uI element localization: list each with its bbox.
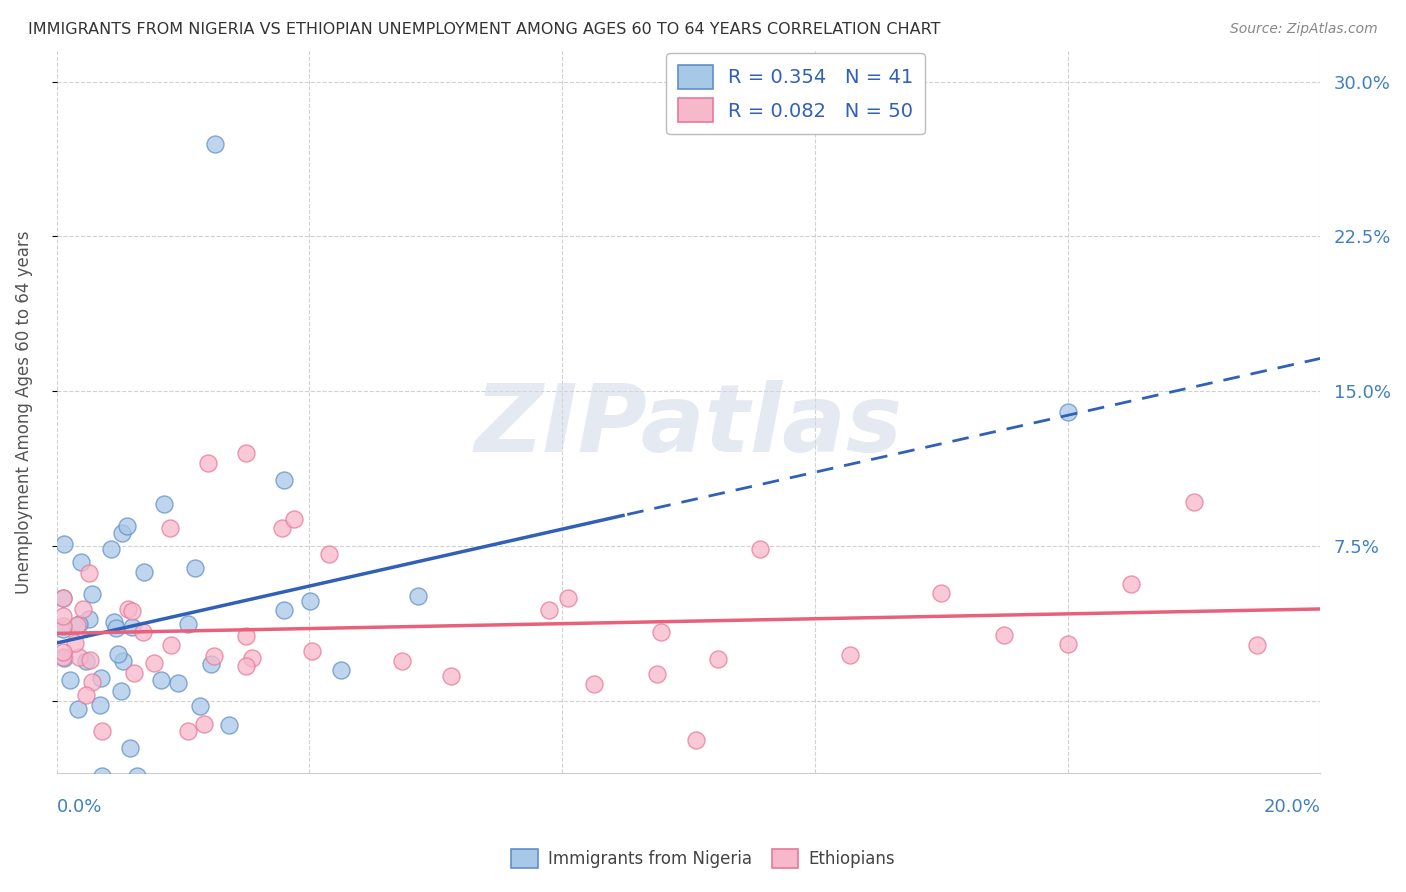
Point	[391, 654, 413, 668]
Point	[167, 676, 190, 690]
Point	[408, 589, 430, 603]
Point	[193, 717, 215, 731]
Point	[1056, 405, 1078, 419]
Point	[89, 698, 111, 713]
Point	[645, 666, 668, 681]
Point	[188, 699, 211, 714]
Point	[993, 628, 1015, 642]
Point	[77, 566, 100, 580]
Point	[159, 521, 181, 535]
Point	[52, 619, 75, 633]
Point	[235, 629, 257, 643]
Text: Source: ZipAtlas.com: Source: ZipAtlas.com	[1230, 22, 1378, 37]
Point	[1056, 637, 1078, 651]
Point	[111, 526, 134, 541]
Point	[839, 648, 862, 663]
Point	[67, 702, 90, 716]
Point	[90, 671, 112, 685]
Point	[318, 547, 340, 561]
Point	[132, 566, 155, 580]
Point	[70, 555, 93, 569]
Point	[153, 497, 176, 511]
Point	[79, 653, 101, 667]
Point	[66, 617, 89, 632]
Point	[110, 684, 132, 698]
Point	[202, 648, 225, 663]
Point	[72, 601, 94, 615]
Point	[177, 724, 200, 739]
Point	[52, 537, 75, 551]
Point	[1246, 638, 1268, 652]
Point	[52, 591, 75, 605]
Point	[197, 457, 219, 471]
Point	[204, 136, 226, 151]
Point	[240, 651, 263, 665]
Point	[52, 608, 75, 623]
Point	[1182, 494, 1205, 508]
Point	[299, 594, 322, 608]
Point	[177, 616, 200, 631]
Point	[748, 542, 770, 557]
Point	[121, 620, 143, 634]
Point	[100, 541, 122, 556]
Point	[105, 621, 128, 635]
Point	[235, 659, 257, 673]
Point	[273, 603, 295, 617]
Point	[200, 657, 222, 671]
Text: 0.0%: 0.0%	[56, 797, 103, 816]
Text: 20.0%: 20.0%	[1264, 797, 1320, 816]
Point	[75, 654, 97, 668]
Point	[52, 645, 75, 659]
Point	[1119, 577, 1142, 591]
Point	[538, 603, 561, 617]
Point	[142, 657, 165, 671]
Point	[283, 511, 305, 525]
Point	[650, 625, 672, 640]
Point	[118, 740, 141, 755]
Point	[117, 602, 139, 616]
Point	[440, 669, 463, 683]
Point	[52, 650, 75, 665]
Point	[218, 718, 240, 732]
Point	[557, 591, 579, 605]
Point	[184, 561, 207, 575]
Point	[127, 769, 149, 783]
Point	[707, 651, 730, 665]
Point	[271, 521, 294, 535]
Point	[121, 604, 143, 618]
Point	[150, 673, 173, 687]
Point	[91, 768, 114, 782]
Point	[685, 732, 707, 747]
Point	[65, 636, 87, 650]
Point	[329, 663, 352, 677]
Point	[115, 519, 138, 533]
Y-axis label: Unemployment Among Ages 60 to 64 years: Unemployment Among Ages 60 to 64 years	[15, 230, 32, 593]
Point	[53, 651, 76, 665]
Point	[159, 639, 181, 653]
Point	[132, 624, 155, 639]
Point	[235, 446, 257, 460]
Text: IMMIGRANTS FROM NIGERIA VS ETHIOPIAN UNEMPLOYMENT AMONG AGES 60 TO 64 YEARS CORR: IMMIGRANTS FROM NIGERIA VS ETHIOPIAN UNE…	[28, 22, 941, 37]
Point	[124, 666, 146, 681]
Point	[52, 591, 75, 605]
Point	[82, 587, 104, 601]
Point	[80, 675, 103, 690]
Point	[582, 677, 605, 691]
Point	[67, 649, 90, 664]
Point	[77, 612, 100, 626]
Point	[59, 673, 82, 687]
Point	[107, 648, 129, 662]
Point	[91, 724, 114, 739]
Point	[111, 654, 134, 668]
Point	[301, 644, 323, 658]
Text: ZIPatlas: ZIPatlas	[474, 380, 903, 472]
Point	[103, 615, 125, 629]
Legend: R = 0.354   N = 41, R = 0.082   N = 50: R = 0.354 N = 41, R = 0.082 N = 50	[666, 54, 925, 134]
Legend: Immigrants from Nigeria, Ethiopians: Immigrants from Nigeria, Ethiopians	[505, 842, 901, 875]
Point	[75, 688, 97, 702]
Point	[67, 617, 90, 632]
Point	[929, 586, 952, 600]
Point	[52, 622, 75, 636]
Point	[273, 473, 295, 487]
